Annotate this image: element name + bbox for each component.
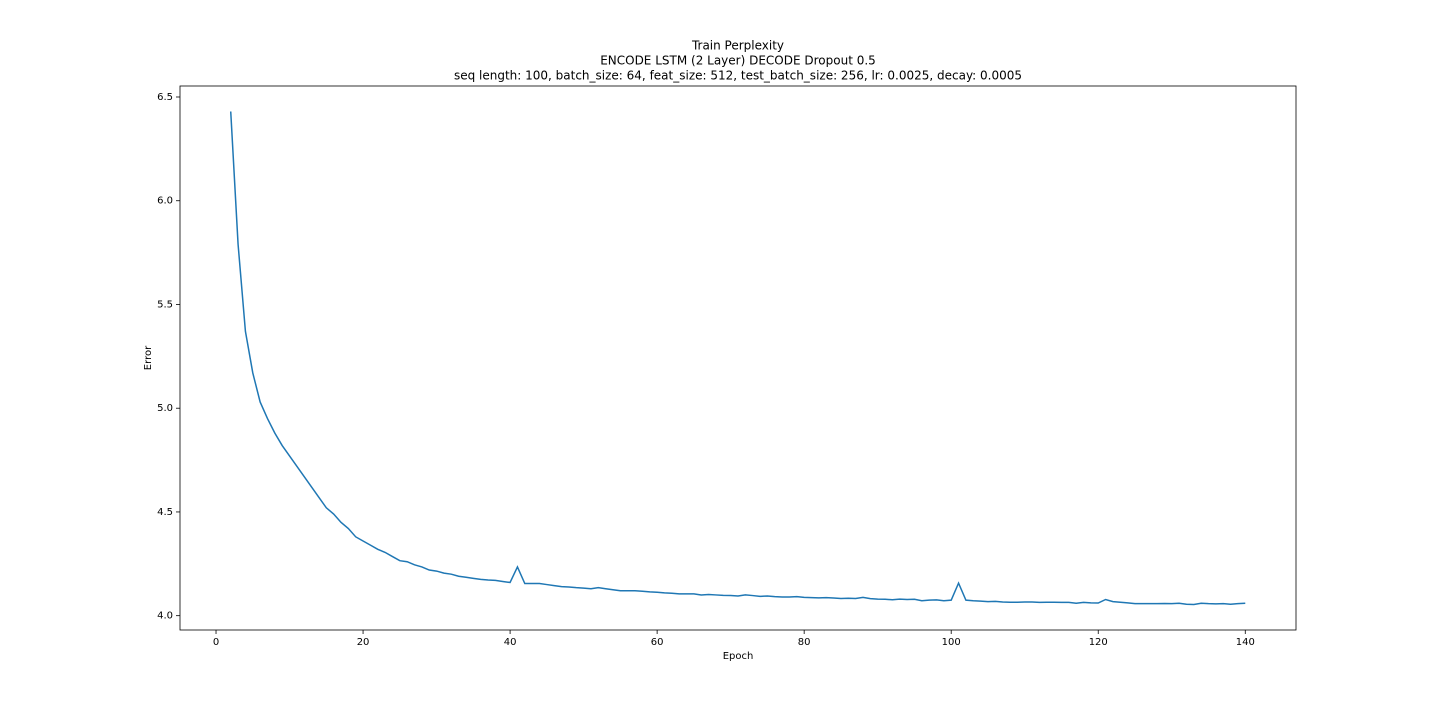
y-axis-label: Error (143, 345, 154, 370)
y-tick-label: 4.0 (157, 611, 173, 622)
x-tick-label: 80 (798, 637, 811, 648)
chart-subtitle: seq length: 100, batch_size: 64, feat_si… (454, 69, 1022, 83)
plot-frame (179, 85, 1297, 631)
x-tick-label: 20 (357, 637, 370, 648)
x-axis-label: Epoch (723, 651, 754, 662)
x-tick-label: 120 (1089, 637, 1108, 648)
y-tick-label: 6.0 (157, 196, 173, 207)
x-tick-label: 0 (213, 637, 219, 648)
y-tick-label: 4.5 (157, 507, 173, 518)
x-tick-label: 40 (504, 637, 517, 648)
y-tick-label: 5.5 (157, 299, 173, 310)
x-tick-label: 140 (1236, 637, 1255, 648)
chart-subtitle: ENCODE LSTM (2 Layer) DECODE Dropout 0.5 (600, 54, 876, 68)
x-tick-label: 60 (651, 637, 664, 648)
data-line (229, 111, 1246, 606)
chart-title: Train Perplexity (691, 39, 784, 53)
y-tick-label: 5.0 (157, 403, 173, 414)
y-tick-label: 6.5 (157, 92, 173, 103)
x-tick-label: 100 (942, 637, 961, 648)
